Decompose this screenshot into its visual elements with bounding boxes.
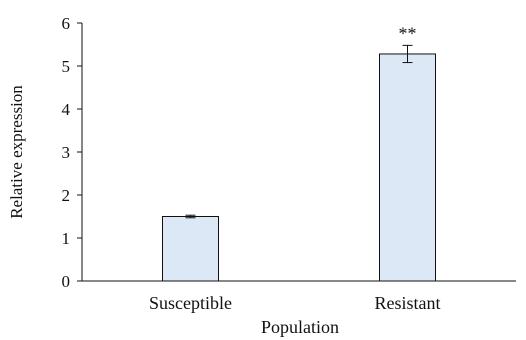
y-tick-label-3: 3 xyxy=(62,143,71,162)
y-tick-label-0: 0 xyxy=(62,272,71,291)
y-tick-label-2: 2 xyxy=(62,186,71,205)
y-tick-label-5: 5 xyxy=(62,57,71,76)
error-bar-susceptible xyxy=(185,214,196,219)
x-axis-title: Population xyxy=(261,317,339,337)
y-tick-label-6: 6 xyxy=(62,14,71,33)
bar-susceptible xyxy=(162,216,219,282)
y-tick-label-1: 1 xyxy=(62,229,71,248)
significance-label: ** xyxy=(399,23,417,43)
y-axis: 0 1 2 3 4 5 6 xyxy=(62,14,83,291)
x-tick-label-susceptible: Susceptible xyxy=(149,293,232,313)
y-axis-title: Relative expression xyxy=(7,85,26,219)
error-bar-resistant xyxy=(402,44,413,64)
x-tick-label-resistant: Resistant xyxy=(375,293,441,313)
bar-resistant xyxy=(379,53,436,282)
category-labels: Susceptible Resistant xyxy=(149,293,441,313)
bars: ** xyxy=(162,23,436,282)
y-tick-label-4: 4 xyxy=(62,100,71,119)
